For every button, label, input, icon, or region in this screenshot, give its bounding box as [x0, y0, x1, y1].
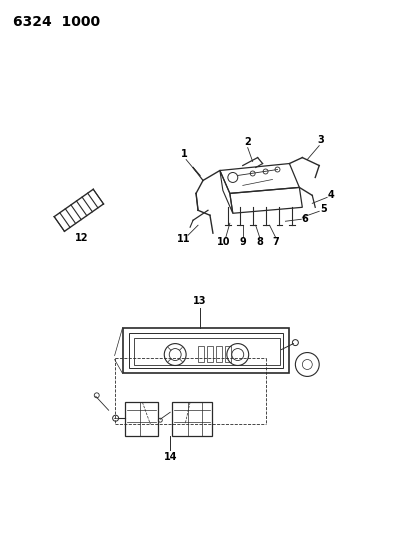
Text: 14: 14: [164, 452, 177, 462]
Text: 10: 10: [217, 237, 231, 247]
Text: 6: 6: [301, 214, 308, 224]
Text: 13: 13: [193, 296, 207, 306]
Text: 3: 3: [318, 135, 325, 144]
Text: 12: 12: [75, 233, 89, 243]
Text: 4: 4: [328, 190, 335, 200]
Bar: [135, 337, 280, 366]
Text: 7: 7: [272, 237, 279, 247]
Bar: [198, 345, 204, 361]
Text: 11: 11: [177, 234, 191, 244]
Text: 2: 2: [244, 136, 251, 147]
Text: 9: 9: [239, 237, 246, 247]
Bar: [207, 345, 213, 361]
Text: 8: 8: [256, 237, 263, 247]
Bar: [225, 345, 231, 361]
Bar: [216, 345, 222, 361]
Text: 5: 5: [320, 204, 326, 214]
Text: 6324  1000: 6324 1000: [13, 15, 100, 29]
Text: 1: 1: [181, 149, 188, 159]
